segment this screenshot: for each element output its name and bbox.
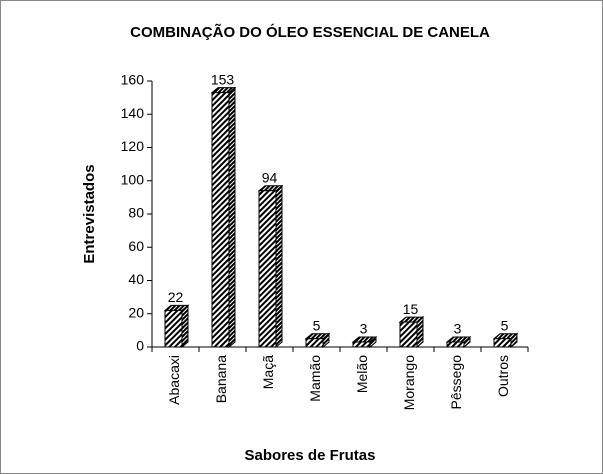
y-tick-label: 120: [121, 138, 145, 154]
x-tick-label: Melão: [354, 355, 370, 393]
x-tick-label: Abacaxi: [166, 355, 182, 405]
x-tick-label: Mamão: [307, 355, 323, 402]
bar: [352, 341, 371, 348]
x-tick-label: Pêssego: [448, 355, 464, 410]
bar: [305, 338, 324, 348]
bar: [399, 321, 418, 348]
x-tick-label: Morango: [401, 355, 417, 410]
data-label: 153: [211, 71, 235, 87]
data-label: 3: [360, 321, 368, 337]
y-tick-label: 100: [121, 171, 145, 187]
y-tick-label: 140: [121, 105, 145, 121]
bar-side: [275, 184, 283, 349]
y-tick-label: 20: [128, 304, 144, 320]
bar-side: [181, 304, 189, 349]
y-tick-label: 60: [128, 238, 144, 254]
data-label: 3: [454, 321, 462, 337]
data-label: 22: [168, 289, 184, 305]
data-label: 5: [313, 317, 321, 333]
y-tick-label: 40: [128, 271, 144, 287]
bar: [493, 338, 512, 348]
data-label: 94: [262, 169, 278, 185]
x-tick-label: Outros: [495, 355, 511, 397]
bar: [258, 190, 277, 348]
y-tick-label: 80: [128, 205, 144, 221]
x-axis-title: Sabores de Frutas: [245, 447, 376, 464]
data-label: 5: [501, 317, 509, 333]
x-tick-label: Banana: [213, 355, 229, 403]
y-axis-title: Entrevistados: [81, 164, 98, 263]
chart-title: COMBINAÇÃO DO ÓLEO ESSENCIAL DE CANELA: [130, 23, 490, 41]
bar: [446, 341, 465, 348]
y-tick-label: 160: [121, 72, 145, 88]
bar: [164, 309, 183, 348]
bar: [211, 92, 230, 348]
y-tick-label: 0: [136, 338, 144, 354]
data-label: 15: [403, 301, 419, 317]
bar-side: [228, 86, 236, 349]
x-tick-label: Maçã: [260, 355, 276, 389]
